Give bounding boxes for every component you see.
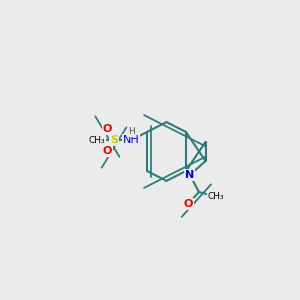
Text: CH₃: CH₃ — [207, 192, 224, 201]
Text: NH: NH — [123, 135, 140, 145]
Text: O: O — [103, 124, 112, 134]
Text: O: O — [183, 199, 193, 209]
Text: H: H — [128, 127, 135, 136]
Text: N: N — [185, 170, 194, 180]
Text: O: O — [103, 146, 112, 156]
Text: CH₃: CH₃ — [88, 136, 105, 145]
Text: S: S — [110, 135, 118, 145]
